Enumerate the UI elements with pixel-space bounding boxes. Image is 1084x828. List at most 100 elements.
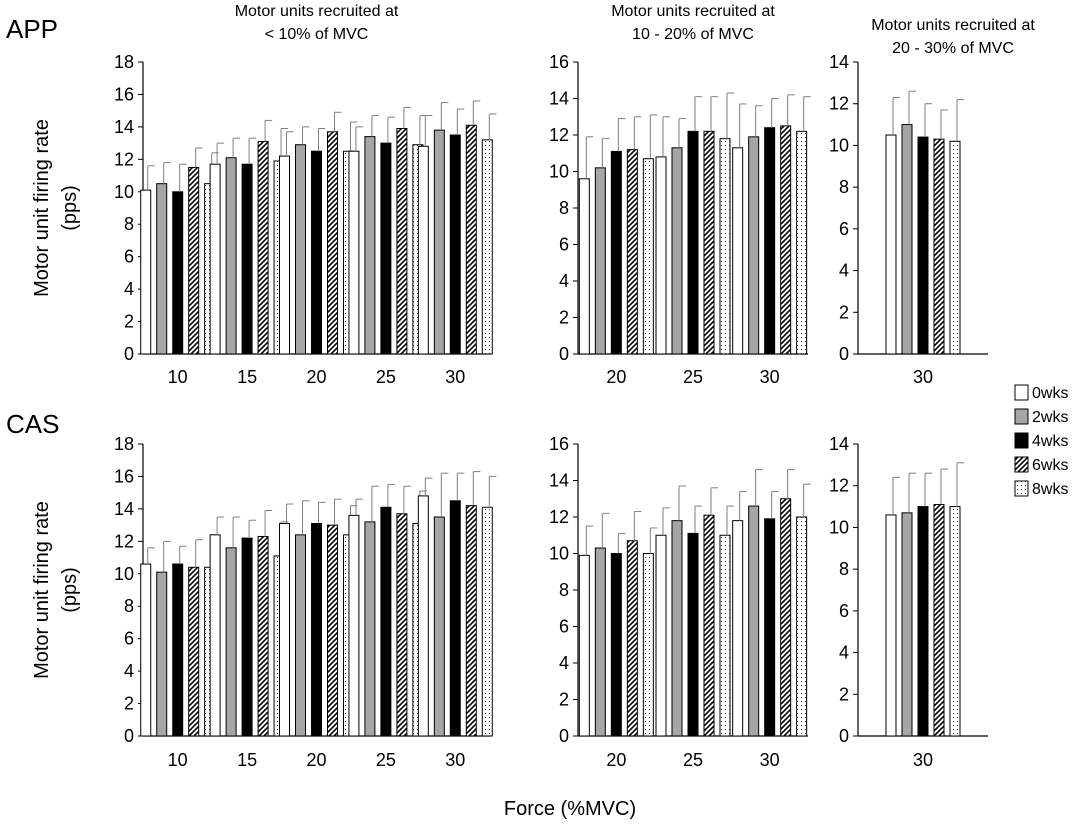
y-axis-label: Motor unit firing rate (pps) [31,119,81,297]
y-tick-label: 12 [549,125,569,145]
legend-label: 4wks [1032,433,1068,450]
y-tick-label: 0 [559,344,569,364]
y-tick-label: 6 [124,629,134,649]
legend-swatch [1014,408,1029,425]
bar-6wks [780,498,792,737]
legend: 0wks 2wks 4wks 6wks 8wks [1014,384,1068,498]
bar-0wks [417,145,429,355]
legend-item-2wks: 2wks [1014,408,1068,426]
x-tick-label: 30 [445,367,465,387]
y-tick-label: 2 [124,694,134,714]
bar-4wks [241,537,253,737]
y-tick-label: 4 [124,279,134,299]
bar-0wks [417,495,429,737]
x-tick-label: 15 [237,367,257,387]
bar-6wks [933,503,945,737]
y-tick-label: 2 [839,684,849,704]
legend-swatch [1014,456,1029,473]
panel-title-line: 10 - 20% of MVC [632,26,754,43]
bar-2wks [225,547,237,737]
y-tick-label: 8 [559,198,569,218]
bar-4wks [172,191,184,355]
y-tick-label: 8 [124,214,134,234]
panel-app-3: Motor units recruited at 20 - 30% of MVC 0… [829,17,1035,387]
y-tick-label: 16 [549,434,569,454]
bar-4wks [241,163,253,355]
bar-0wks [209,163,221,355]
y-tick-label: 4 [124,661,134,681]
bar-4wks [764,127,776,355]
y-tick-label: 4 [839,643,849,663]
y-tick-label: 0 [124,344,134,364]
x-tick-label: 30 [760,750,780,770]
bar-8wks [481,139,493,355]
y-tick-label: 8 [124,596,134,616]
y-tick-label: 14 [114,117,134,137]
y-tick-label: 10 [114,564,134,584]
y-tick-label: 14 [549,471,569,491]
x-tick-label: 10 [168,750,188,770]
row-cas: CAS Motor unit firing rate (pps) 0 2 4 6 8 10 12 1… [6,409,988,770]
legend-label: 8wks [1032,481,1068,498]
y-tick-label: 6 [839,601,849,621]
panel-title-line: < 10% of MVC [265,26,369,43]
legend-label: 6wks [1032,457,1068,474]
y-tick-label: 10 [829,135,849,155]
bar-4wks [311,150,322,355]
x-tick-label: 15 [237,750,257,770]
x-tick-label: 25 [376,367,396,387]
y-tick-label: 4 [839,261,849,281]
legend-item-0wks: 0wks [1014,384,1068,402]
y-tick-label: 2 [559,308,569,328]
bar-2wks [671,520,683,737]
bar-0wks [578,178,590,355]
y-tick-label: 18 [114,52,134,72]
bar-4wks [610,150,622,355]
bar-0wks [279,155,291,355]
y-tick-label: 0 [559,726,569,746]
x-tick-label: 30 [760,367,780,387]
bar-8wks [796,516,808,737]
y-tick-label: 6 [559,235,569,255]
bar-2wks [433,129,445,355]
legend-item-8wks: 8wks [1014,480,1068,498]
y-tick-label: 16 [114,84,134,104]
row-label: CAS [6,409,59,439]
row-label: APP [6,14,58,44]
bar-4wks [917,136,929,355]
y-tick-label: 14 [829,434,849,454]
bar-0wks [348,514,360,737]
bar-6wks [465,505,477,737]
bar-4wks [687,130,699,355]
panels: APP Motor unit firing rate (pps) Motor unit… [6,3,1035,770]
bar-4wks [764,518,776,737]
y-tick-label: 12 [114,531,134,551]
bar-6wks [626,540,638,737]
y-tick-label: 12 [829,94,849,114]
bar-2wks [594,547,606,737]
bar-6wks [188,566,200,737]
y-tick-label: 10 [549,544,569,564]
bar-8wks [719,138,731,355]
panel-title-line: 20 - 30% of MVC [892,40,1014,57]
bar-8wks [642,158,654,355]
panel-app-1: Motor units recruited at < 10% of MVC 0 2 4 6… [114,3,497,387]
legend-item-4wks: 4wks [1014,432,1068,450]
x-tick-label: 25 [683,750,703,770]
bar-6wks [703,514,715,737]
legend-label: 2wks [1032,409,1068,426]
bar-0wks [140,563,152,737]
bar-0wks [885,134,897,355]
x-tick-label: 20 [306,367,326,387]
bar-2wks [156,571,168,737]
bar-6wks [626,149,638,355]
y-tick-label: 14 [829,52,849,72]
y-tick-label: 6 [839,219,849,239]
bar-8wks [949,506,961,737]
y-tick-label: 16 [549,52,569,72]
bar-0wks [655,534,667,737]
bar-6wks [465,124,477,355]
bar-2wks [433,516,445,737]
bar-2wks [594,167,606,355]
